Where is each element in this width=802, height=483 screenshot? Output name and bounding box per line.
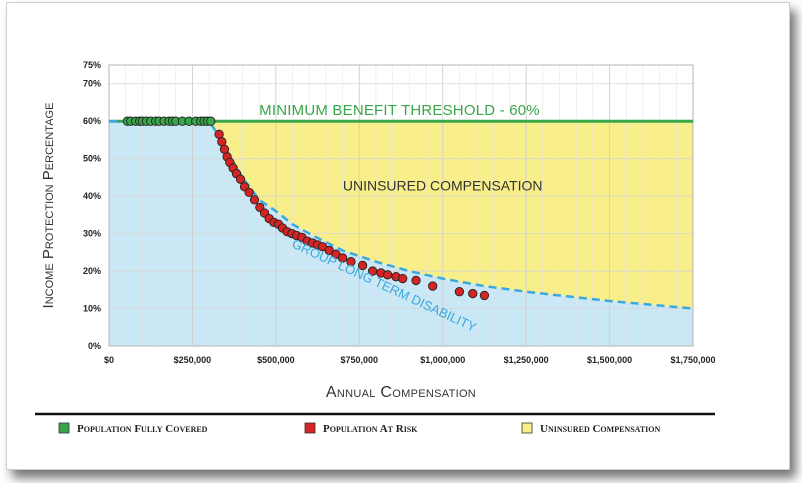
at-risk-point <box>468 288 478 299</box>
x-tick-label: $750,000 <box>341 355 379 365</box>
at-risk-point <box>411 275 421 286</box>
at-risk-point <box>428 281 438 291</box>
plot-border <box>108 64 694 347</box>
y-tick-label: 10% <box>83 304 101 314</box>
legend-label: Population At Risk <box>323 423 418 435</box>
y-tick-label: 30% <box>83 229 101 239</box>
y-tick-label: 40% <box>83 191 101 201</box>
x-tick-label: $1,000,000 <box>420 355 465 365</box>
at-risk-point <box>479 290 490 301</box>
at-risk-point <box>337 253 348 263</box>
at-risk-point <box>357 260 368 271</box>
at-risk-point <box>398 273 408 284</box>
at-risk-point <box>454 287 465 297</box>
x-tick-label: $1,250,000 <box>504 355 549 365</box>
x-tick-label: $1,500,000 <box>587 355 632 365</box>
at-risk-point <box>235 174 246 184</box>
legend-swatch <box>304 422 316 434</box>
tick-labels: 0% 10% 20% 30% 40% 50% 60% 70% 75% $0 $250,000 $500… <box>83 60 716 365</box>
data-points <box>122 116 490 301</box>
threshold-label: Minimum Benefit Threshold - 60% <box>259 102 540 119</box>
x-tick-label: $250,000 <box>174 355 212 365</box>
y-tick-label: 75% <box>83 60 101 70</box>
ltd-area <box>109 121 693 346</box>
y-tick-label: 0% <box>88 341 101 351</box>
legend: Population Fully Covered Population At Ri… <box>35 412 715 435</box>
y-tick-label: 70% <box>83 79 101 89</box>
at-risk-point <box>244 187 254 198</box>
at-risk-point <box>249 195 260 205</box>
y-axis-title: Income Protection Percentage <box>40 103 57 309</box>
uninsured-area <box>209 121 693 309</box>
legend-label: Population Fully Covered <box>77 423 208 435</box>
x-tick-label: $500,000 <box>257 355 295 365</box>
at-risk-point <box>346 257 356 267</box>
y-tick-label: 20% <box>83 266 101 276</box>
y-tick-label: 50% <box>83 154 101 164</box>
x-tick-label: $1,750,000 <box>670 355 715 365</box>
chart: 0% 10% 20% 30% 40% 50% 60% 70% 75% $0 $250,000 $500… <box>35 60 716 435</box>
fully-covered-point <box>206 116 216 126</box>
y-tick-label: 60% <box>83 116 101 126</box>
x-tick-label: $0 <box>104 355 114 365</box>
legend-label: Uninsured Compensation <box>540 423 661 435</box>
legend-swatch <box>521 422 533 434</box>
uninsured-region-label: Uninsured Compensation <box>343 178 543 194</box>
chart-card: 0% 10% 20% 30% 40% 50% 60% 70% 75% $0 $250,000 $500… <box>6 2 790 470</box>
x-axis-title: Annual Compensation <box>326 384 476 401</box>
chart-areas <box>109 121 693 346</box>
legend-swatch <box>58 422 70 434</box>
